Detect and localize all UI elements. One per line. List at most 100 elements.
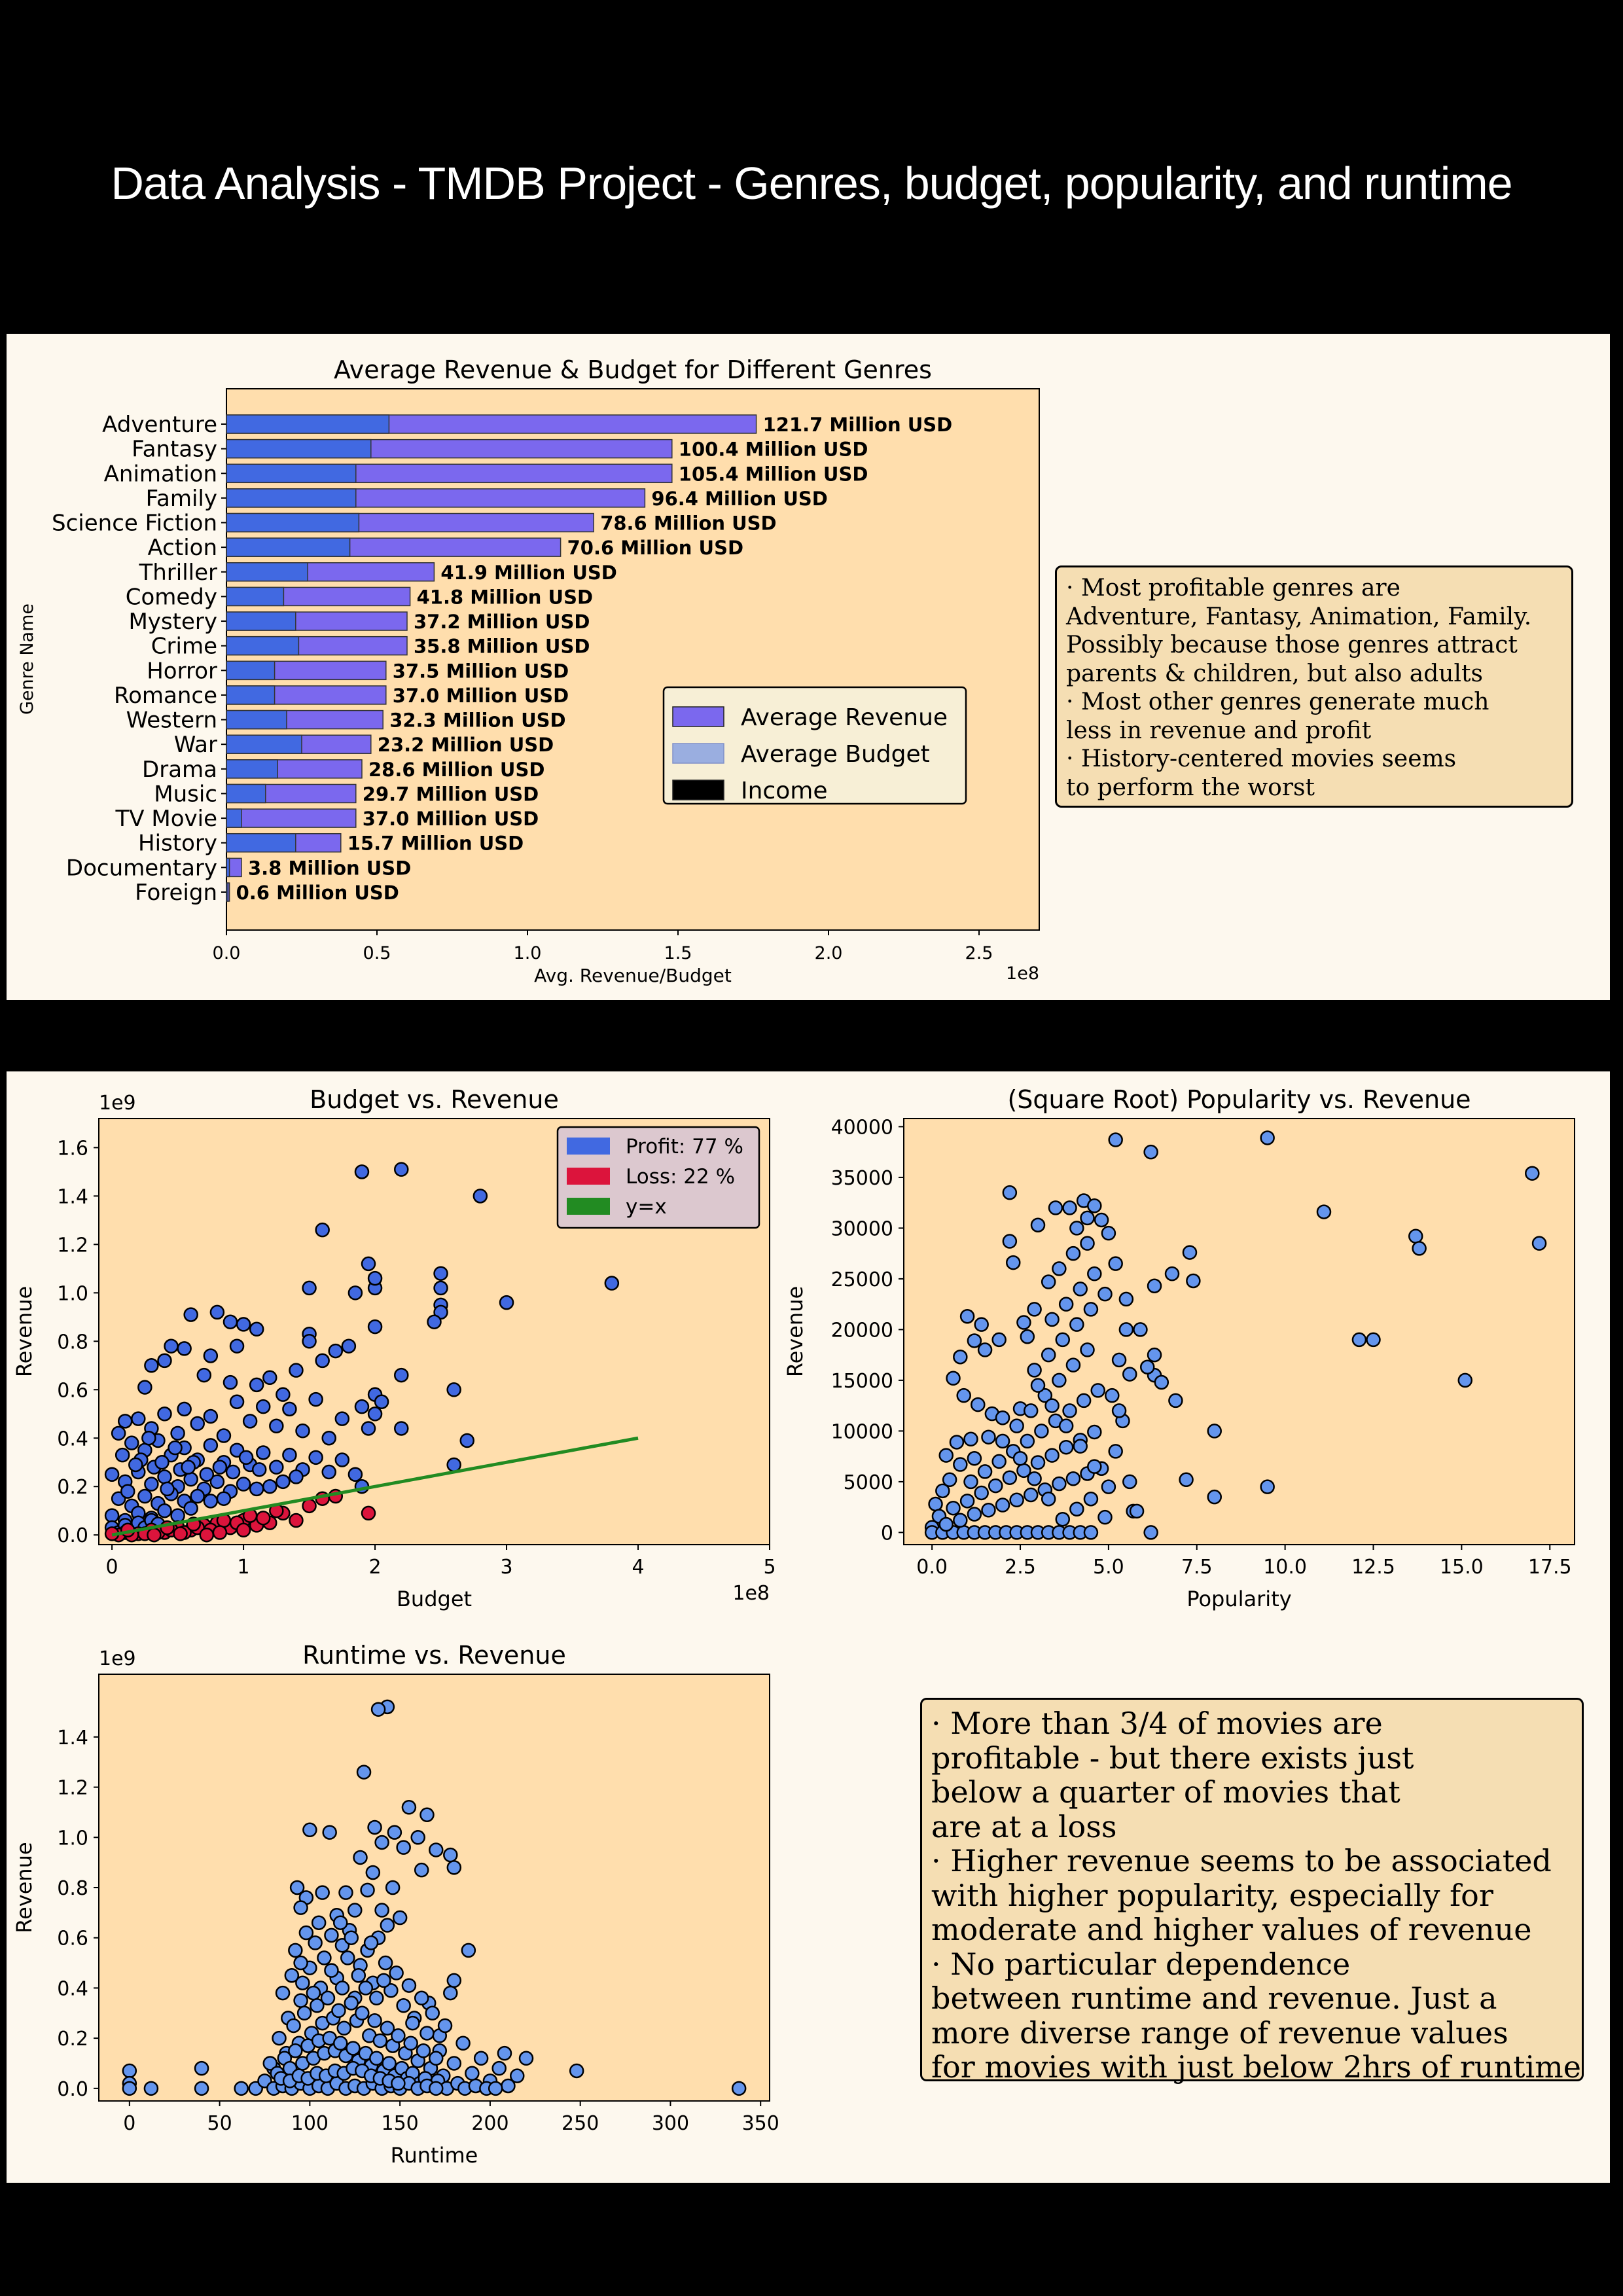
data-point <box>269 1460 284 1475</box>
note-line: with higher popularity, especially for <box>931 1877 1493 1913</box>
data-point <box>144 1358 159 1373</box>
data-point <box>1118 1291 1134 1307</box>
data-point <box>295 1975 310 1990</box>
data-point <box>959 1309 975 1324</box>
data-point <box>1044 1312 1060 1327</box>
x-tick-label: 15.0 <box>1440 1556 1484 1579</box>
data-point <box>427 1314 442 1329</box>
data-point <box>367 1319 383 1335</box>
data-point <box>372 2033 388 2049</box>
x-tick-label: 150 <box>382 2112 419 2135</box>
data-point <box>491 2060 507 2076</box>
x-tick-label: 2.5 <box>1005 1556 1036 1579</box>
bar-value-label: 70.6 Million USD <box>567 537 743 559</box>
budget-revenue-scatter: Budget vs. Revenue 0 1 2 3 4 5 0.0 0.2 0.4 0.6 0.8 1… <box>12 1085 776 1611</box>
data-point <box>1179 1472 1194 1488</box>
data-point <box>170 1508 185 1523</box>
data-point <box>935 1483 950 1499</box>
data-point <box>1055 1332 1071 1348</box>
legend-swatch <box>672 743 724 764</box>
data-point <box>1080 1342 1095 1357</box>
data-point <box>354 1164 370 1179</box>
data-point <box>946 1371 961 1386</box>
data-point <box>203 1438 219 1453</box>
data-point <box>1087 1459 1102 1474</box>
data-point <box>419 1807 435 1823</box>
data-point <box>286 2018 301 2034</box>
data-point <box>391 2075 406 2091</box>
data-point <box>963 1474 978 1490</box>
data-point <box>473 2051 489 2066</box>
genre-tick-label: Action <box>148 535 217 561</box>
data-point <box>473 1189 488 1204</box>
data-point <box>157 1353 172 1369</box>
data-point <box>1041 1492 1056 1507</box>
data-point <box>358 1981 374 1996</box>
data-point <box>212 1460 228 1475</box>
data-point <box>1412 1241 1427 1256</box>
y-tick-label: 0.4 <box>57 1977 88 2000</box>
bar-value-label: 78.6 Million USD <box>600 512 776 535</box>
legend: Average Revenue Average Budget Income <box>662 686 967 805</box>
data-point <box>443 1985 458 2001</box>
data-point <box>137 1380 152 1395</box>
data-point <box>1083 1492 1099 1507</box>
data-point <box>255 1399 271 1414</box>
data-point <box>995 1433 1010 1449</box>
data-point <box>443 1847 458 1863</box>
data-point <box>346 2041 361 2056</box>
data-point <box>953 1350 968 1365</box>
data-point <box>360 1882 375 1898</box>
bar-value-label: 37.5 Million USD <box>393 660 569 682</box>
bar-value-label: 28.6 Million USD <box>368 759 544 781</box>
data-point <box>1147 1347 1162 1363</box>
data-point <box>1065 1471 1081 1486</box>
data-point <box>367 1407 383 1422</box>
note-line: · More than 3/4 of movies are <box>931 1706 1383 1741</box>
data-point <box>328 1343 344 1359</box>
data-point <box>509 2068 525 2083</box>
data-point <box>348 1903 363 1918</box>
data-point <box>334 1981 350 1996</box>
note-line: · Higher revenue seems to be associated <box>931 1843 1552 1878</box>
data-point <box>1168 1393 1183 1408</box>
revenue-bar <box>226 808 357 828</box>
data-point <box>1002 1470 1018 1485</box>
data-point <box>365 1865 381 1880</box>
data-point <box>308 1391 323 1407</box>
legend-label: y=x <box>626 1195 667 1219</box>
data-point <box>308 1450 323 1465</box>
legend-label: Average Budget <box>741 741 930 768</box>
data-point <box>433 1280 448 1296</box>
data-point <box>1041 1274 1056 1289</box>
data-point <box>977 1464 993 1479</box>
data-point <box>321 1464 336 1480</box>
bar-value-label: 15.7 Million USD <box>348 833 524 855</box>
data-point <box>604 1276 620 1291</box>
data-point <box>1457 1372 1473 1388</box>
data-point <box>1207 1424 1222 1439</box>
data-point <box>394 1421 409 1436</box>
y-tick-label: 0.6 <box>57 1928 88 1950</box>
x-tick-label: 1.5 <box>664 943 692 963</box>
data-point <box>272 2030 287 2046</box>
data-point <box>1182 1245 1198 1260</box>
data-point <box>1005 1255 1021 1270</box>
data-point <box>385 1880 401 1895</box>
x-tick-label: 200 <box>471 2112 508 2135</box>
data-point <box>203 1408 219 1424</box>
data-point <box>995 1498 1010 1513</box>
data-point <box>298 1925 314 1941</box>
data-point <box>209 1304 225 1320</box>
x-axis-label: Popularity <box>1186 1587 1291 1611</box>
data-point <box>194 2081 209 2096</box>
genre-tick-label: Horror <box>147 658 217 684</box>
x-tick-label: 2 <box>369 1556 382 1579</box>
data-point <box>396 1998 411 2013</box>
data-point <box>154 1454 169 1470</box>
page-title: Data Analysis - TMDB Project - Genres, b… <box>111 158 1512 209</box>
x-tick-label: 3 <box>500 1556 512 1579</box>
x-tick-label: 2.0 <box>815 943 843 963</box>
bar-value-label: 105.4 Million USD <box>679 463 868 485</box>
